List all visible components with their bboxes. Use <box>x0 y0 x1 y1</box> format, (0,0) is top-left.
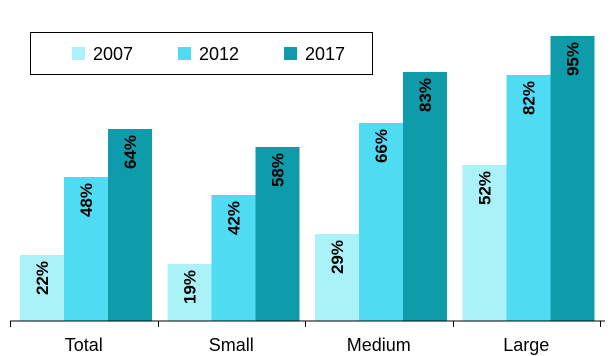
legend-label-2007: 2007 <box>93 44 133 64</box>
bar-total-2017 <box>108 129 152 321</box>
bar-medium-2012 <box>359 123 403 321</box>
bar-small-2017 <box>255 147 300 321</box>
bar-small-2007 <box>167 264 212 321</box>
bars-layer <box>20 36 595 321</box>
legend-swatch-2017 <box>284 47 297 60</box>
legend-box <box>30 32 373 75</box>
x-tick-label-medium: Medium <box>347 335 411 355</box>
data-label-total-2012: 48% <box>77 183 96 217</box>
bar-large-2012 <box>506 75 551 321</box>
data-label-total-2017: 64% <box>121 135 140 169</box>
x-axis: Total Small Medium Large <box>10 320 605 355</box>
bar-large-2007 <box>462 165 507 321</box>
data-label-small-2007: 19% <box>181 270 200 304</box>
data-label-large-2012: 82% <box>520 81 539 115</box>
data-label-small-2017: 58% <box>269 153 288 187</box>
x-tick-label-large: Large <box>503 335 549 355</box>
data-label-small-2012: 42% <box>225 201 244 235</box>
x-tick-label-small: Small <box>209 335 254 355</box>
bar-large-2017 <box>550 36 595 321</box>
legend-swatch-2012 <box>178 47 191 60</box>
legend-swatch-2007 <box>72 47 85 60</box>
bar-total-2012 <box>64 177 108 321</box>
x-tick-label-total: Total <box>65 335 103 355</box>
data-label-medium-2007: 29% <box>328 240 347 274</box>
bar-medium-2007 <box>315 234 359 321</box>
bar-total-2007 <box>20 255 64 321</box>
legend-label-2017: 2017 <box>305 44 345 64</box>
data-label-large-2007: 52% <box>476 171 495 205</box>
legend-label-2012: 2012 <box>199 44 239 64</box>
legend: 2007 2012 2017 <box>30 32 373 75</box>
data-label-medium-2017: 83% <box>416 78 435 112</box>
data-labels-layer: 22% 48% 64% 19% 42% 58% 29% 66% 83% 52% 82% 95% <box>33 42 583 304</box>
bar-medium-2017 <box>403 72 447 321</box>
bar-small-2012 <box>211 195 256 321</box>
data-label-medium-2012: 66% <box>372 129 391 163</box>
data-label-large-2017: 95% <box>564 42 583 76</box>
data-label-total-2007: 22% <box>33 261 52 295</box>
